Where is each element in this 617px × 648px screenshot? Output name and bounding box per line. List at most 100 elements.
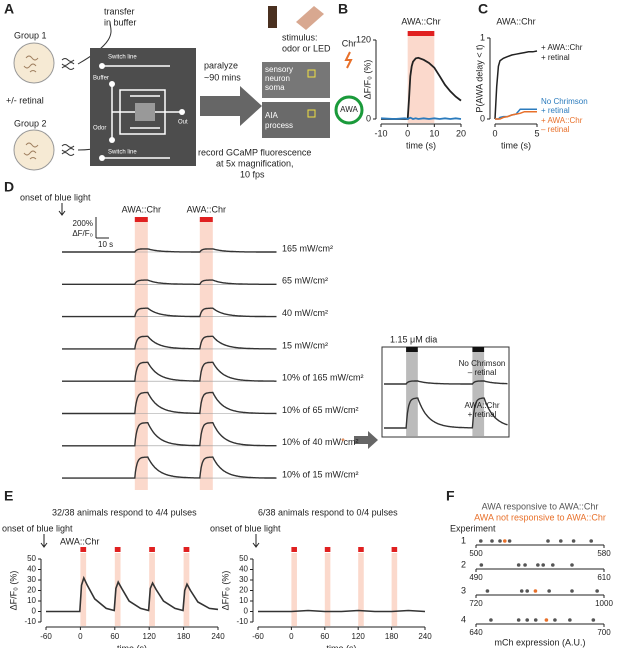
dot xyxy=(553,618,557,622)
dot xyxy=(479,539,483,543)
panel-letter: F xyxy=(446,488,455,504)
trace xyxy=(62,391,277,415)
stim-label: AWA::Chr xyxy=(60,536,99,546)
x-tick-label: 490 xyxy=(469,573,483,582)
x-tick-label: 0 xyxy=(78,632,83,641)
scale-label: ΔF/F₀ xyxy=(72,229,93,238)
y-tick-label: -10 xyxy=(24,617,36,626)
stim-label: AWA::Chr xyxy=(187,204,226,214)
x-tick-label: 180 xyxy=(385,632,399,641)
label: stimulus: xyxy=(282,32,318,42)
row-label: 10% of 15 mW/cm² xyxy=(282,469,359,479)
dot xyxy=(516,618,521,622)
inset-row-label: + retinal xyxy=(468,410,497,419)
ports xyxy=(99,63,185,161)
row-label: 65 mW/cm² xyxy=(282,276,328,286)
dot xyxy=(489,618,493,622)
panel-letter: B xyxy=(338,1,348,17)
dot xyxy=(523,563,527,567)
y-tick-label: 0 xyxy=(244,607,249,616)
row-label: 10% of 40 mW/cm² xyxy=(282,437,359,447)
label: +/- retinal xyxy=(6,95,44,105)
experiment-label: 1 xyxy=(461,535,466,545)
dot xyxy=(544,618,549,622)
pulse-bar xyxy=(149,547,155,552)
roi xyxy=(307,109,316,118)
dot xyxy=(546,539,550,543)
panel-letter: E xyxy=(4,488,13,504)
panel-letter: C xyxy=(478,1,488,17)
y-tick-label: 0 xyxy=(32,607,37,616)
dot xyxy=(533,589,538,593)
worms xyxy=(23,55,39,160)
scale-label: 10 s xyxy=(98,240,113,249)
image-process xyxy=(262,102,330,138)
x-tick-label: 60 xyxy=(110,632,119,641)
x-tick-label: 5 xyxy=(534,128,539,138)
pulse-bar xyxy=(183,547,190,552)
trace xyxy=(62,279,277,285)
dot xyxy=(519,589,524,593)
legend-label: – retinal xyxy=(541,125,570,134)
label: Out xyxy=(178,120,188,126)
x-tick-label: 720 xyxy=(469,599,483,608)
onset-label: onset of blue light xyxy=(20,192,91,202)
pulse-shade xyxy=(406,350,418,436)
onset-arrow xyxy=(252,534,260,548)
x-tick-label: 60 xyxy=(320,632,329,641)
vial xyxy=(268,6,277,28)
pulse-shade xyxy=(114,553,121,626)
label: odor or LED xyxy=(282,43,331,53)
pulse-shade xyxy=(291,553,297,626)
y-tick-label: 120 xyxy=(356,34,371,44)
big-arrow xyxy=(200,86,262,126)
inset-row-label: AWA::Chr xyxy=(465,401,500,410)
onset-arrow xyxy=(58,203,66,216)
panel-letter: A xyxy=(4,1,14,17)
x-tick-label: 700 xyxy=(597,628,611,637)
experiment-label: 4 xyxy=(461,614,466,624)
roi xyxy=(307,69,316,78)
neuron-icon xyxy=(334,95,364,125)
pulse-bar xyxy=(406,347,418,352)
trace xyxy=(62,456,277,479)
chart-title: AWA::Chr xyxy=(496,16,535,26)
x-tick-label: 1000 xyxy=(595,599,613,608)
x-axis-label: time (s) xyxy=(117,643,147,648)
x-tick-label: 240 xyxy=(418,632,432,641)
dot xyxy=(541,563,545,567)
pulse-bar xyxy=(114,547,121,552)
x-axis-label: time (s) xyxy=(501,140,531,150)
dot xyxy=(589,539,593,543)
label: transfer xyxy=(104,6,135,16)
dot xyxy=(571,539,576,543)
x-tick-label: 20 xyxy=(456,128,466,138)
stimulus-bar xyxy=(407,31,435,36)
led xyxy=(296,6,324,30)
row-label: 40 mW/cm² xyxy=(282,308,328,318)
legend-label: No Chrimson xyxy=(541,97,588,106)
pulse-shade xyxy=(149,553,155,626)
scale-label: 200% xyxy=(73,219,93,228)
y-axis-label: Experiment xyxy=(450,523,496,533)
legend-label: AWA responsive to AWA::Chr xyxy=(482,501,599,511)
x-tick-label: 0 xyxy=(405,128,410,138)
label: record GCaMP fluorescence xyxy=(198,147,311,157)
y-axis-label: P(AWA delay < t) xyxy=(474,44,484,112)
light-bolt xyxy=(344,51,353,69)
y-tick-label: 0 xyxy=(366,113,371,123)
dot xyxy=(507,539,512,543)
pulse-shade xyxy=(199,220,213,490)
y-tick-label: 50 xyxy=(239,554,248,563)
pulse-bar xyxy=(291,547,297,552)
label: process xyxy=(265,121,293,130)
row-label: 10% of 165 mW/cm² xyxy=(282,373,364,383)
row-label: 10% of 65 mW/cm² xyxy=(282,405,359,415)
pulse-shade xyxy=(324,553,331,626)
panel-a-art xyxy=(13,6,330,171)
pulse-shade xyxy=(134,220,148,490)
dot xyxy=(479,563,484,567)
dot xyxy=(591,618,596,622)
data-line xyxy=(380,116,462,120)
legend-label: + AWA::Chr xyxy=(541,116,583,125)
